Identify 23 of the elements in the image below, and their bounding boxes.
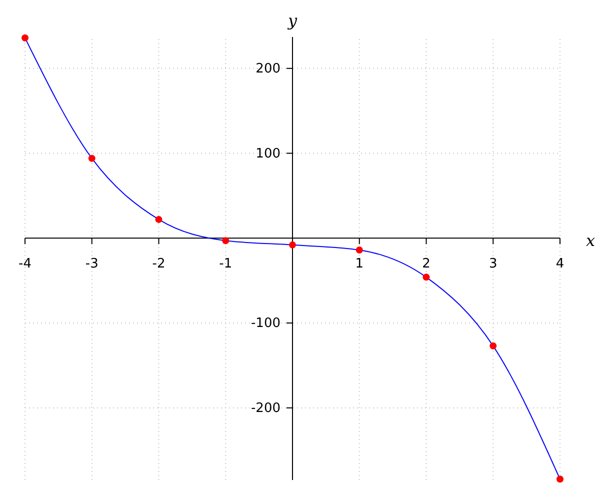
y-tick-label: -200 — [250, 401, 280, 416]
y-tick-label: 200 — [256, 62, 280, 77]
point — [222, 237, 230, 244]
x-tick-label: 2 — [422, 256, 430, 272]
x-tick-label: 4 — [556, 256, 564, 272]
point — [22, 34, 28, 42]
x-tick-label: -2 — [152, 256, 166, 272]
point — [490, 342, 497, 350]
point — [289, 241, 296, 248]
y-axis-title: y — [286, 11, 298, 30]
x-tick-label: -4 — [18, 256, 32, 272]
point — [88, 154, 96, 162]
point — [356, 246, 363, 254]
x-tick-label: -1 — [219, 256, 232, 272]
x-tick-label: 1 — [355, 256, 364, 272]
x-axis-title: x — [586, 231, 596, 250]
y-tick-label: 100 — [256, 146, 280, 162]
x-tick-label: 3 — [488, 256, 498, 272]
point — [422, 274, 430, 281]
point — [556, 476, 564, 483]
x-tick-label: -3 — [85, 256, 98, 272]
point — [155, 216, 162, 223]
y-tick-label: -100 — [250, 316, 280, 332]
